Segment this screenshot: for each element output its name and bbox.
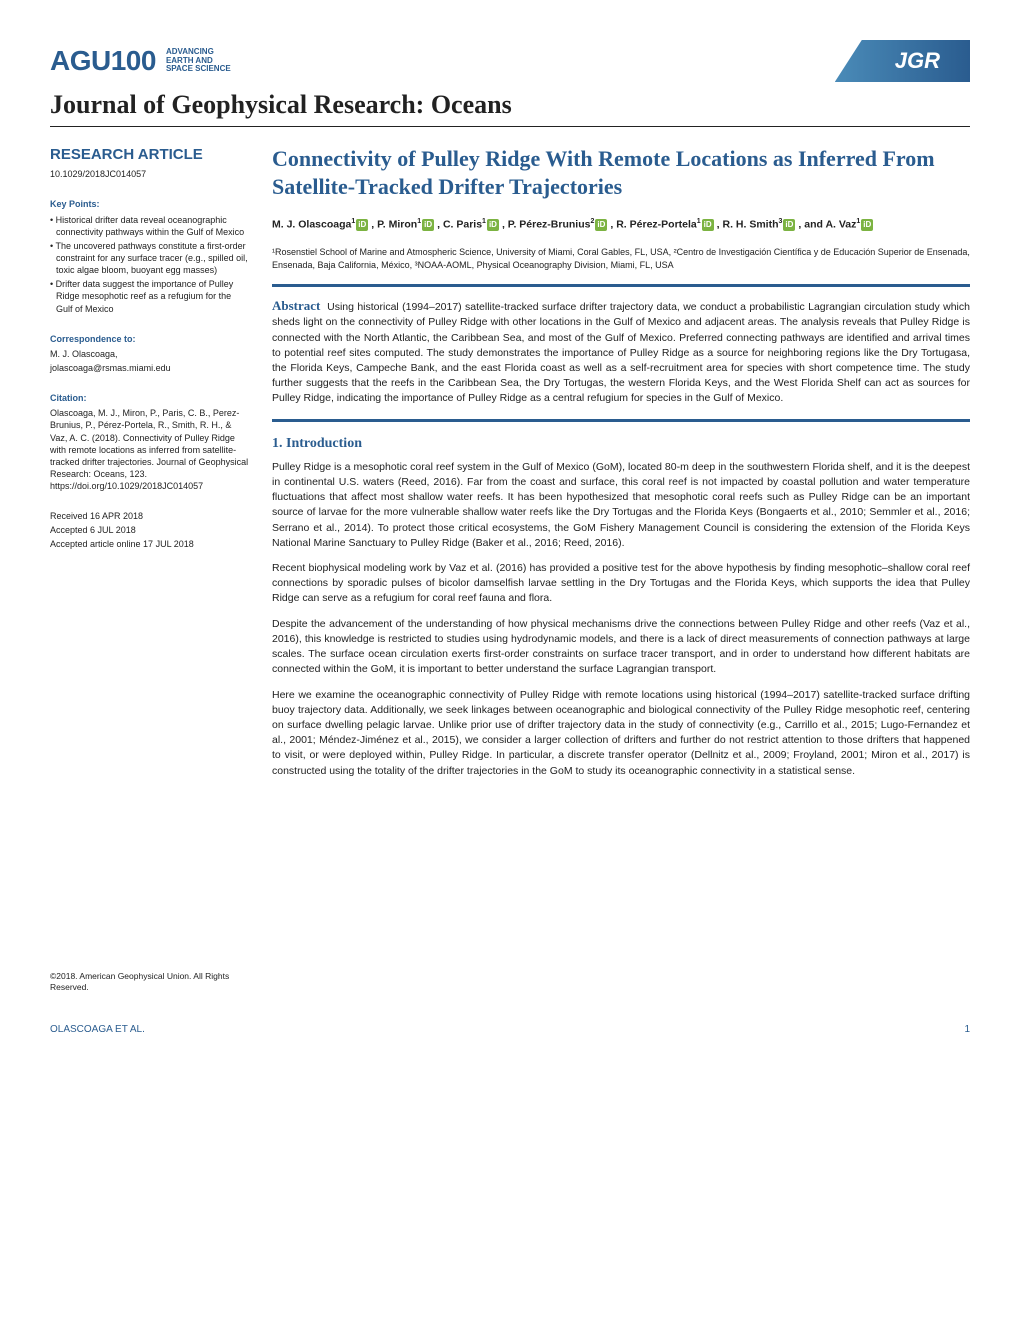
orcid-icon[interactable]: iD	[861, 219, 873, 231]
divider-top	[272, 284, 970, 287]
dates-block: Received 16 APR 2018 Accepted 6 JUL 2018…	[50, 510, 250, 550]
agu-tagline: ADVANCING EARTH AND SPACE SCIENCE	[166, 48, 231, 74]
abstract-label: Abstract	[272, 298, 320, 313]
author-affiliation-sup: 1	[856, 218, 860, 225]
citation-head: Citation:	[50, 392, 250, 404]
correspondence-block: Correspondence to: M. J. Olascoaga, jola…	[50, 333, 250, 374]
journal-title: Journal of Geophysical Research: Oceans	[50, 90, 970, 127]
author-name: A. Vaz	[825, 219, 856, 231]
agu-logo: AGU100 ADVANCING EARTH AND SPACE SCIENCE	[50, 45, 231, 77]
intro-paragraph: Pulley Ridge is a mesophotic coral reef …	[272, 460, 970, 551]
divider-bottom	[272, 419, 970, 422]
author-affiliation-sup: 1	[417, 218, 421, 225]
sidebar: RESEARCH ARTICLE 10.1029/2018JC014057 Ke…	[50, 145, 250, 994]
intro-paragraph: Despite the advancement of the understan…	[272, 617, 970, 678]
author-name: R. Pérez-Portela	[616, 219, 697, 231]
correspondence-name: M. J. Olascoaga,	[50, 348, 250, 360]
citation-text: Olascoaga, M. J., Miron, P., Paris, C. B…	[50, 407, 250, 492]
author-affiliation-sup: 1	[482, 218, 486, 225]
article-title: Connectivity of Pulley Ridge With Remote…	[272, 145, 970, 200]
jgr-badge: JGR	[835, 40, 970, 82]
received-date: Received 16 APR 2018	[50, 510, 250, 522]
author-affiliation-sup: 3	[779, 218, 783, 225]
author-affiliation-sup: 2	[590, 218, 594, 225]
keypoint-item: Drifter data suggest the importance of P…	[50, 278, 250, 314]
agu-logo-text: AGU100	[50, 45, 156, 77]
authors-line: M. J. Olascoaga1iD, P. Miron1iD, C. Pari…	[272, 216, 970, 234]
orcid-icon[interactable]: iD	[702, 219, 714, 231]
author-name: M. J. Olascoaga	[272, 219, 351, 231]
orcid-icon[interactable]: iD	[422, 219, 434, 231]
intro-paragraph: Recent biophysical modeling work by Vaz …	[272, 561, 970, 607]
keypoint-item: The uncovered pathways constitute a firs…	[50, 240, 250, 276]
online-date: Accepted article online 17 JUL 2018	[50, 538, 250, 550]
orcid-icon[interactable]: iD	[356, 219, 368, 231]
accepted-date: Accepted 6 JUL 2018	[50, 524, 250, 536]
main-content: Connectivity of Pulley Ridge With Remote…	[272, 145, 970, 994]
orcid-icon[interactable]: iD	[595, 219, 607, 231]
research-article-label: RESEARCH ARTICLE	[50, 145, 250, 165]
author-affiliation-sup: 1	[351, 218, 355, 225]
author-name: C. Paris	[443, 219, 482, 231]
header-band: AGU100 ADVANCING EARTH AND SPACE SCIENCE…	[50, 40, 970, 82]
correspondence-email[interactable]: jolascoaga@rsmas.miami.edu	[50, 362, 250, 374]
keypoints-head: Key Points:	[50, 198, 250, 210]
correspondence-head: Correspondence to:	[50, 333, 250, 345]
citation-block: Citation: Olascoaga, M. J., Miron, P., P…	[50, 392, 250, 492]
footer-page-number: 1	[964, 1024, 970, 1035]
copyright-text: ©2018. American Geophysical Union. All R…	[50, 971, 250, 994]
abstract-text: Using historical (1994–2017) satellite-t…	[272, 301, 970, 405]
footer-author: OLASCOAGA ET AL.	[50, 1024, 145, 1035]
author-affiliation-sup: 1	[697, 218, 701, 225]
abstract-block: Abstract Using historical (1994–2017) sa…	[272, 297, 970, 407]
intro-heading: 1. Introduction	[272, 436, 970, 452]
author-name: P. Miron	[377, 219, 417, 231]
affiliations: ¹Rosenstiel School of Marine and Atmosph…	[272, 246, 970, 271]
agu-tag-line3: SPACE SCIENCE	[166, 65, 231, 74]
page-footer: OLASCOAGA ET AL. 1	[50, 1018, 970, 1035]
orcid-icon[interactable]: iD	[783, 219, 795, 231]
author-name: P. Pérez-Brunius	[508, 219, 591, 231]
keypoints-list: Historical drifter data reveal oceanogra…	[50, 214, 250, 315]
orcid-icon[interactable]: iD	[487, 219, 499, 231]
author-name: R. H. Smith	[723, 219, 779, 231]
keypoint-item: Historical drifter data reveal oceanogra…	[50, 214, 250, 238]
keypoints-block: Key Points: Historical drifter data reve…	[50, 198, 250, 314]
intro-paragraph: Here we examine the oceanographic connec…	[272, 688, 970, 779]
doi[interactable]: 10.1029/2018JC014057	[50, 168, 250, 180]
